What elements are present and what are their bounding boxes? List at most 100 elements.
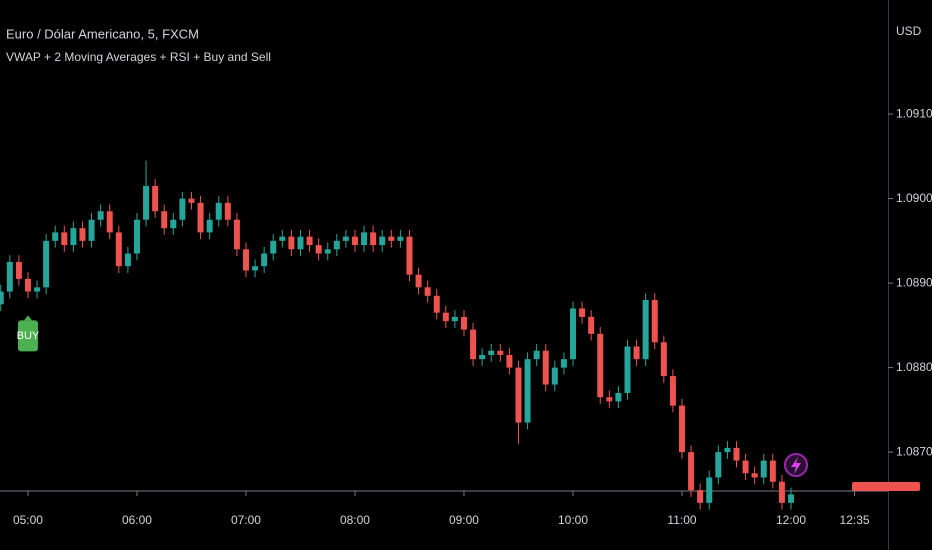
candle-body xyxy=(597,333,604,398)
candle-body xyxy=(688,452,695,491)
candle-body xyxy=(397,236,404,241)
candle-body xyxy=(88,219,95,241)
candle-body xyxy=(34,287,41,292)
candle-body xyxy=(515,367,522,423)
candle-body xyxy=(97,211,104,220)
buy-label: BUY xyxy=(17,330,40,342)
candle-body xyxy=(678,405,685,453)
candle-body xyxy=(324,249,331,254)
candle-body xyxy=(524,359,531,423)
y-tick-label: 1.08900 xyxy=(896,275,932,289)
candle-body xyxy=(261,253,268,267)
candle-body xyxy=(742,460,749,474)
candle-body xyxy=(43,240,50,288)
price-label xyxy=(852,482,920,491)
candle-body xyxy=(351,236,358,246)
candle-body xyxy=(379,236,386,246)
candle-body xyxy=(606,397,613,402)
candle-body xyxy=(406,236,413,275)
candle-body xyxy=(733,447,740,461)
candle-body xyxy=(15,261,22,279)
candle-body xyxy=(52,232,59,241)
candle-body xyxy=(497,350,504,355)
candle-body xyxy=(715,452,722,478)
candle-body xyxy=(242,249,249,271)
candle-body xyxy=(252,266,259,271)
candle-body xyxy=(161,211,168,229)
x-tick-label: 07:00 xyxy=(231,513,261,527)
candle-body xyxy=(388,236,395,241)
candle-body xyxy=(433,295,440,313)
candle-body xyxy=(624,346,631,393)
candle-body xyxy=(215,202,222,220)
candle-body xyxy=(24,278,31,292)
candle-body xyxy=(751,473,758,478)
candle-body xyxy=(61,232,68,246)
x-tick-label: 11:00 xyxy=(667,513,696,527)
candle-body xyxy=(615,392,622,402)
candle-body xyxy=(706,477,713,503)
candle-body xyxy=(233,219,240,250)
indicator-name: VWAP + 2 Moving Averages + RSI + Buy and… xyxy=(6,50,271,64)
candle-body xyxy=(179,198,186,220)
candle-body xyxy=(424,287,431,296)
candle-body xyxy=(451,316,458,322)
candle-body xyxy=(642,300,649,360)
y-tick-label: 1.09000 xyxy=(896,191,932,205)
candle-body xyxy=(143,185,150,220)
candle-body xyxy=(133,219,140,254)
candle-body xyxy=(551,367,558,385)
candle-body xyxy=(697,490,704,503)
candle-body xyxy=(479,354,486,360)
candle-body xyxy=(297,236,304,250)
candle-body xyxy=(769,460,776,482)
candle-body xyxy=(460,316,467,330)
x-tick-label: 10:00 xyxy=(558,513,588,527)
buy-box xyxy=(17,320,38,352)
y-axis-label: USD xyxy=(896,24,922,38)
candle-body xyxy=(787,494,794,503)
candle-body xyxy=(778,481,785,503)
candle-body xyxy=(170,219,177,229)
candle-body xyxy=(370,232,377,246)
candle-body xyxy=(724,447,731,453)
candle-body xyxy=(124,253,131,267)
alert-icon xyxy=(784,453,808,477)
chart-title: Euro / Dólar Americano, 5, FXCM xyxy=(6,26,199,41)
candle-body xyxy=(488,350,495,355)
candle-body xyxy=(669,376,676,406)
candle-body xyxy=(760,460,767,478)
candle-body xyxy=(660,342,667,377)
candle-body xyxy=(560,359,567,368)
candle-body xyxy=(470,329,477,360)
candle-body xyxy=(79,228,86,241)
candle-body xyxy=(288,236,295,250)
x-tick-label: 05:00 xyxy=(13,513,43,527)
x-tick-label: 06:00 xyxy=(122,513,152,527)
y-tick-label: 1.08700 xyxy=(896,444,932,458)
x-tick-label: 08:00 xyxy=(340,513,370,527)
candle-body xyxy=(224,202,231,220)
candle-body xyxy=(0,291,4,305)
candle-body xyxy=(206,219,213,233)
candle-body xyxy=(306,236,313,246)
candle-body xyxy=(70,228,77,246)
candle-body xyxy=(588,316,595,334)
buy-arrow xyxy=(23,315,32,321)
candle-body xyxy=(342,236,349,241)
candle-body xyxy=(315,245,322,254)
candle-body xyxy=(633,346,640,360)
candle-body xyxy=(270,240,277,254)
candle-body xyxy=(415,274,422,288)
candle-body xyxy=(6,261,13,292)
candle-body xyxy=(361,232,368,246)
candle-body xyxy=(279,236,286,241)
candle-body xyxy=(152,185,159,212)
candle-body xyxy=(569,308,576,360)
x-tick-label: 12:00 xyxy=(776,513,806,527)
x-tick-label: 12:35 xyxy=(840,513,870,527)
